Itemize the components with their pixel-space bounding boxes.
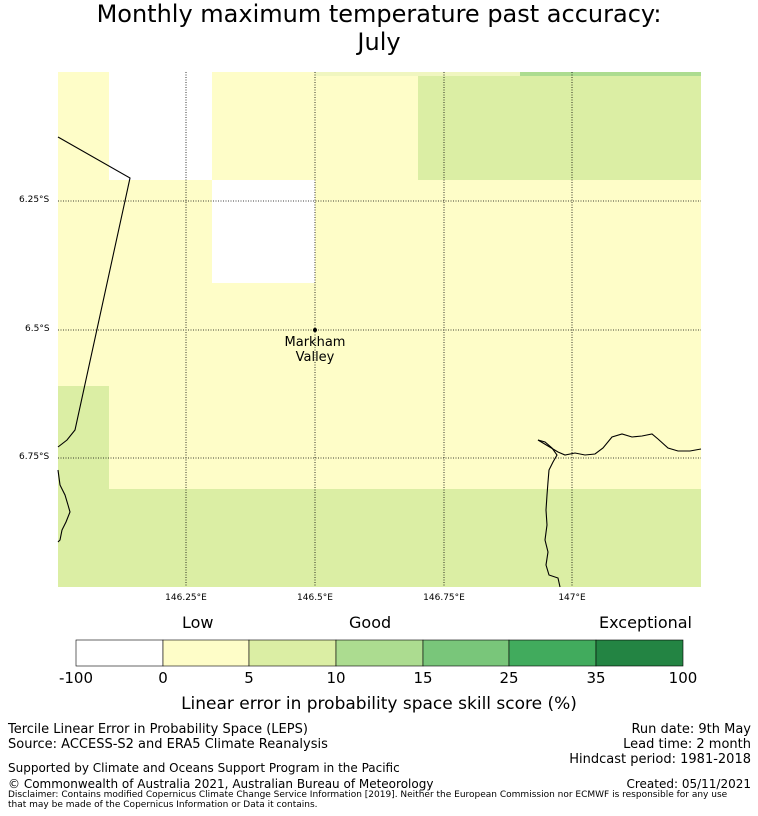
footer-hindcast: Hindcast period: 1981-2018 [569,752,751,767]
title-line-2: July [357,28,401,56]
colorbar-boxes [75,639,684,667]
map-cell-white [109,72,212,180]
coastline-east [537,439,561,588]
colorbar-tick: 100 [668,669,698,687]
colorbar-title: Linear error in probability space skill … [181,694,577,714]
colorbar-box [162,639,250,667]
colorbar-tick: 10 [326,669,346,687]
lon-label: 146.25°E [165,593,207,603]
map-cell-green [520,72,701,76]
colorbar-box [335,639,424,667]
place-label-line-1: Markham [284,335,346,350]
colorbar-category-good: Good [349,613,392,632]
footer-source: Source: ACCESS-S2 and ERA5 Climate Reana… [8,737,328,752]
map-cell-green [58,489,701,587]
colorbar-category-low: Low [182,613,214,632]
footer-run-date: Run date: 9th May [631,722,751,737]
place-label: Markham Valley [255,335,375,365]
lat-label: 6.25°S [19,195,50,205]
map-cell-green [418,76,701,180]
lat-label: 6.5°S [25,324,50,334]
place-label-line-2: Valley [295,350,335,365]
map-cell-green [58,386,109,489]
colorbar-box [422,639,510,667]
footer-disclaimer-line-2: that may be made of the Copernicus Infor… [8,800,318,810]
map-cell-white [212,180,315,283]
footer-method: Tercile Linear Error in Probability Spac… [8,722,308,737]
footer-disclaimer-line-1: Disclaimer: Contains modified Copernicus… [8,790,728,800]
coastline-north [537,433,702,456]
lon-label: 146.75°E [423,593,465,603]
lon-label: 146.5°E [297,593,333,603]
title-line-1: Monthly maximum temperature past accurac… [96,0,662,28]
lat-label: 6.75°S [19,452,50,462]
border-line [57,136,131,448]
colorbar-tick: 15 [413,669,433,687]
colorbar-tick: 5 [244,669,254,687]
colorbar-box [508,639,597,667]
colorbar-box [75,639,164,667]
colorbar-tick: 0 [158,669,168,687]
footer-copyright: © Commonwealth of Australia 2021, Austra… [8,777,434,791]
footer-created: Created: 05/11/2021 [626,777,751,791]
colorbar-box [595,639,684,667]
lon-label: 147°E [558,593,586,603]
footer-support: Supported by Climate and Oceans Support … [8,761,400,775]
place-marker [313,328,317,332]
colorbar-category-exceptional: Exceptional [599,613,692,632]
colorbar-tick: -100 [58,669,94,687]
colorbar-tick: 25 [499,669,519,687]
footer-lead-time: Lead time: 2 month [623,737,751,752]
map-cell-edge [315,72,520,76]
colorbar-tick: 35 [586,669,606,687]
colorbar-box [248,639,337,667]
chart-title: Monthly maximum temperature past accurac… [0,0,758,56]
coastline-west [57,469,71,543]
